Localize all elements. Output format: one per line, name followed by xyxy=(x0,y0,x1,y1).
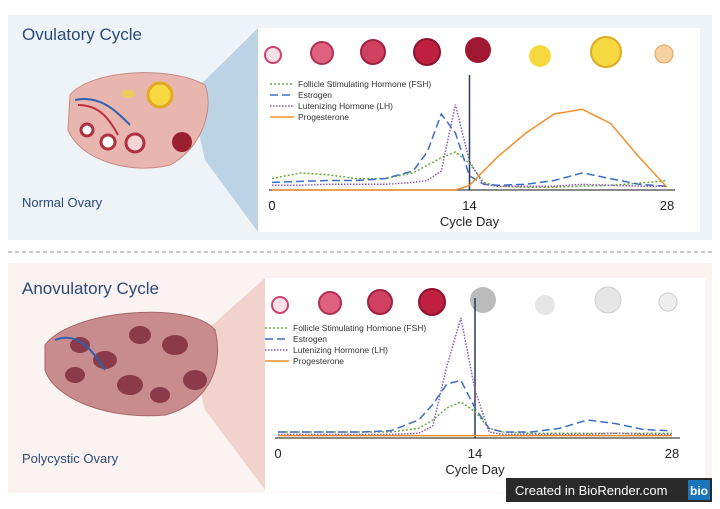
x-axis-label: Cycle Day xyxy=(445,462,505,477)
x-tick-label: 0 xyxy=(274,446,281,461)
logo: bio xyxy=(690,484,708,498)
legend-label: Lutenizing Hormone (LH) xyxy=(298,101,393,111)
series-line xyxy=(272,108,668,191)
series-line xyxy=(278,401,672,434)
ovary-label: Polycystic Ovary xyxy=(22,451,119,466)
chart-card xyxy=(265,278,705,492)
zoom-funnel xyxy=(190,28,258,232)
x-tick-label: 28 xyxy=(665,446,679,461)
series-line xyxy=(271,151,668,188)
charts: 0 14 28 Cycle Day Follicle Stimulating Hormo… xyxy=(265,75,680,477)
legend-label: Progesterone xyxy=(293,356,344,366)
x-tick-label: 14 xyxy=(462,198,476,213)
follicle-icons xyxy=(264,36,678,316)
legend-label: Progesterone xyxy=(298,112,349,122)
logo-bg xyxy=(688,480,710,500)
legend-label: Estrogen xyxy=(298,90,332,100)
series-line xyxy=(272,104,667,187)
x-tick-label: 28 xyxy=(660,198,674,213)
legend-label: Follicle Stimulating Hormone (FSH) xyxy=(293,323,426,333)
polycystic-ovary xyxy=(44,311,219,417)
x-tick-label: 0 xyxy=(268,198,275,213)
legend-label: Lutenizing Hormone (LH) xyxy=(293,345,388,355)
series-line xyxy=(278,379,673,433)
normal-ovary xyxy=(67,72,209,169)
series-line xyxy=(271,112,668,187)
footer-text: Created in BioRender.com xyxy=(515,483,667,498)
x-tick-label: 14 xyxy=(468,446,482,461)
footer-bg xyxy=(506,478,712,502)
ovary-label: Normal Ovary xyxy=(22,195,103,210)
series-line xyxy=(278,317,672,436)
panel-title: Anovulatory Cycle xyxy=(22,279,159,298)
panel-title: Ovulatory Cycle xyxy=(22,25,142,44)
x-axis-label: Cycle Day xyxy=(440,214,500,229)
legend-label: Follicle Stimulating Hormone (FSH) xyxy=(298,79,431,89)
legend-label: Estrogen xyxy=(293,334,327,344)
